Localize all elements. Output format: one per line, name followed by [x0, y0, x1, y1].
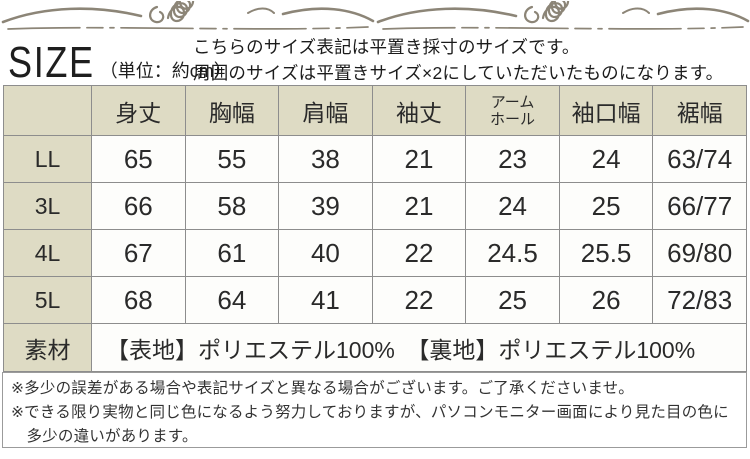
column-header-chest-width: 胸幅: [184, 85, 280, 136]
column-header-body-length: 身丈: [91, 85, 186, 136]
size-cell: 40: [278, 229, 373, 277]
column-header-sleeve-length: 袖丈: [371, 85, 467, 136]
decorative-flourish-border: [0, 1, 750, 35]
size-table: 身丈 胸幅 肩幅 袖丈 アーム ホール 袖口幅 裾幅 LL 65 55 38 21…: [3, 85, 747, 372]
size-row-label: 3L: [3, 182, 92, 230]
size-cell: 39: [278, 182, 373, 230]
size-cell: 41: [278, 276, 373, 324]
size-heading: SIZE （単位：約cm）: [8, 38, 232, 88]
size-cell: 24: [558, 135, 654, 183]
column-header-hem-width: 裾幅: [652, 85, 747, 136]
column-header-armhole: アーム ホール: [465, 85, 560, 136]
material-label: 素材: [3, 323, 92, 372]
size-heading-label: SIZE: [8, 38, 95, 87]
size-cell: 68: [91, 276, 186, 324]
size-cell: 58: [184, 182, 280, 230]
size-cell: 25.5: [558, 229, 654, 277]
corner-cell: [3, 85, 92, 136]
size-cell: 64: [184, 276, 280, 324]
size-cell: 26: [558, 276, 654, 324]
size-row-label: 4L: [3, 229, 92, 277]
size-cell: 25: [558, 182, 654, 230]
size-cell: 38: [278, 135, 373, 183]
size-cell: 22: [371, 276, 467, 324]
size-cell: 21: [371, 182, 467, 230]
notes-box: ※多少の誤差がある場合や表記サイズと異なる場合がございます。ご了承くださいませ。…: [2, 372, 747, 448]
size-cell: 69/80: [652, 229, 747, 277]
note-size-tolerance: ※多少の誤差がある場合や表記サイズと異なる場合がございます。ご了承くださいませ。: [11, 380, 635, 397]
size-row-3L: 3L 66 58 39 21 24 25 66/77: [3, 182, 747, 230]
size-cell: 61: [184, 229, 280, 277]
size-cell: 55: [184, 135, 280, 183]
size-cell: 66: [91, 182, 186, 230]
size-row-5L: 5L 68 64 41 22 25 26 72/83: [3, 276, 747, 324]
size-unit-label: （単位：約cm）: [99, 61, 232, 81]
size-table-header-row: 身丈 胸幅 肩幅 袖丈 アーム ホール 袖口幅 裾幅: [3, 85, 747, 136]
size-cell: 22: [371, 229, 467, 277]
note-color-difference: ※できる限り実物と同じ色になるよう努力しておりますが、パソコンモニター画面により…: [11, 404, 729, 445]
size-description-line1: こちらのサイズ表記は平置き採寸のサイズです。: [193, 37, 580, 57]
size-cell: 67: [91, 229, 186, 277]
size-row-label: 5L: [3, 276, 92, 324]
size-row-4L: 4L 67 61 40 22 24.5 25.5 69/80: [3, 229, 747, 277]
size-cell: 21: [371, 135, 467, 183]
column-header-cuff-width: 袖口幅: [558, 85, 654, 136]
size-cell: 25: [465, 276, 560, 324]
size-description-line2: 周囲のサイズは平置きサイズ×2にしていただいたものになります。: [193, 63, 724, 83]
size-cell: 24: [465, 182, 560, 230]
size-description: こちらのサイズ表記は平置き採寸のサイズです。 周囲のサイズは平置きサイズ×2にし…: [193, 34, 723, 86]
size-cell: 72/83: [652, 276, 747, 324]
size-cell: 65: [91, 135, 186, 183]
size-row-LL: LL 65 55 38 21 23 24 63/74: [3, 135, 747, 183]
size-row-label: LL: [3, 135, 92, 183]
size-cell: 66/77: [652, 182, 747, 230]
material-value: 【表地】ポリエステル100% 【裏地】ポリエステル100%: [91, 323, 747, 372]
size-cell: 24.5: [465, 229, 560, 277]
material-row: 素材 【表地】ポリエステル100% 【裏地】ポリエステル100%: [3, 323, 747, 372]
size-cell: 63/74: [652, 135, 747, 183]
size-cell: 23: [465, 135, 560, 183]
column-header-shoulder-width: 肩幅: [278, 85, 373, 136]
